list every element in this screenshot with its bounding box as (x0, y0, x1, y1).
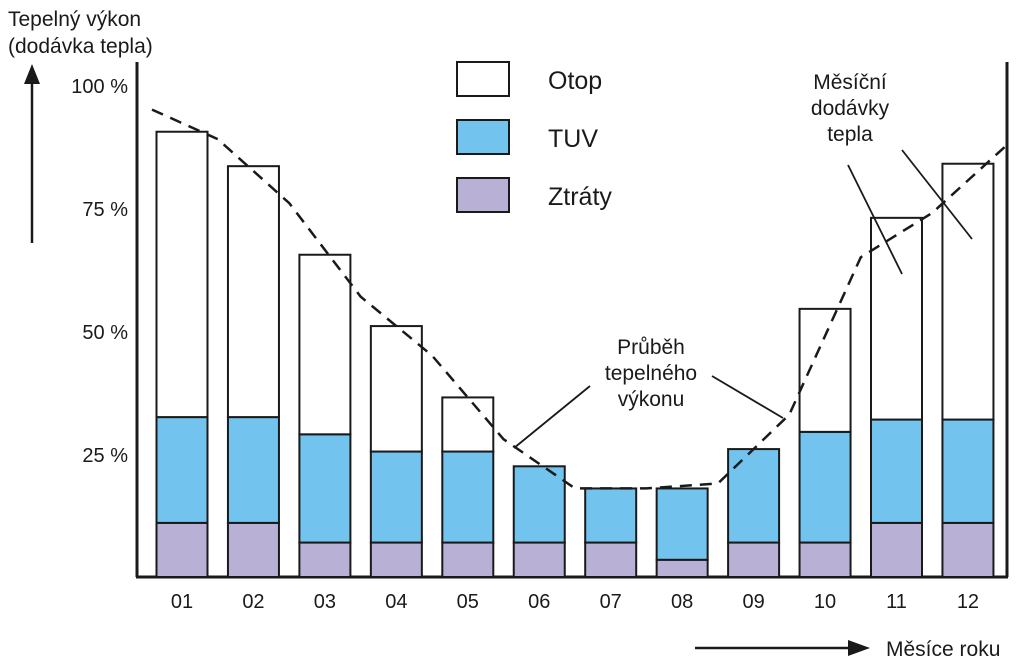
bars (155, 130, 995, 579)
x-tick-label: 10 (814, 591, 836, 613)
y-tick-labels: 25 % 50 % 75 % 100 % (71, 76, 128, 467)
x-tick-label: 04 (385, 591, 407, 613)
annotation-monthly-line1: Měsíční (813, 71, 887, 94)
bar-segment-tuv-10 (798, 430, 852, 544)
bar-segment-tuv-09 (727, 448, 781, 544)
annotation-monthly-pointer-12 (901, 149, 973, 240)
x-tick-label: 06 (528, 591, 550, 613)
x-tick-label: 12 (957, 591, 979, 613)
annotation-trend-pointer-right (711, 375, 784, 419)
bar-segment-ztráty-11 (870, 521, 923, 579)
y-tick-label: 100 % (71, 76, 128, 98)
annotation-trend-line3: výkonu (618, 388, 685, 411)
bar-segment-otop-10 (798, 307, 852, 433)
bar-segment-ztráty-01 (155, 521, 209, 579)
annotation-trend-line1: Průběh (617, 336, 685, 359)
bar-segment-tuv-01 (155, 416, 209, 524)
bar-segment-otop-12 (941, 162, 995, 421)
x-axis-label: Měsíce roku (886, 638, 1000, 661)
x-tick-label: 07 (600, 591, 622, 613)
bar-segment-ztráty-12 (941, 521, 995, 579)
legend-swatch-otop (456, 61, 510, 97)
bar-segment-tuv-07 (584, 487, 638, 544)
trend-line-layer (151, 108, 1009, 490)
bar-segment-otop-05 (441, 396, 495, 453)
bar-segment-otop-02 (226, 165, 280, 419)
bar-segment-ztráty-08 (655, 558, 709, 579)
annotation-trend: Průběh tepelného výkonu (513, 336, 784, 449)
bar-segment-ztráty-07 (584, 541, 638, 578)
legend-swatch-ztráty (456, 177, 510, 213)
bar-segment-ztráty-04 (369, 541, 423, 578)
x-tick-labels: 01 02 03 04 05 06 07 08 09 10 11 12 (171, 591, 979, 613)
bar-segment-tuv-04 (369, 450, 423, 544)
legend-label-otop: Otop (548, 67, 602, 95)
y-tick-label: 50 % (82, 322, 128, 344)
x-axis-arrowhead (848, 640, 870, 656)
annotation-monthly: Měsíční dodávky tepla (811, 71, 973, 275)
annotation-monthly-line2: dodávky (811, 97, 890, 120)
bar-segment-tuv-06 (512, 465, 566, 544)
bar-segment-tuv-08 (655, 487, 709, 561)
legend-swatch-tuv (456, 119, 510, 155)
legend-label-tuv: TUV (548, 125, 598, 153)
bar-segment-tuv-02 (226, 416, 280, 524)
bar-segment-ztráty-05 (441, 541, 495, 578)
y-axis-arrowhead (24, 64, 40, 84)
x-tick-label: 05 (457, 591, 479, 613)
bar-segment-ztráty-03 (298, 541, 352, 578)
legend: Otop TUV Ztráty (456, 61, 612, 213)
x-tick-label: 01 (171, 591, 193, 613)
x-tick-label: 02 (242, 591, 264, 613)
y-axis-label-line2: (dodávka tepla) (8, 35, 153, 58)
x-tick-label: 11 (886, 591, 907, 613)
bar-segment-ztráty-09 (727, 541, 781, 578)
y-axis-label-line1: Tepelný výkon (8, 8, 141, 31)
y-tick-label: 75 % (82, 199, 128, 221)
annotation-trend-pointer-left (513, 385, 591, 449)
x-tick-label: 09 (742, 591, 764, 613)
annotation-monthly-line3: tepla (827, 123, 873, 146)
x-tick-label: 03 (314, 591, 336, 613)
bar-segment-otop-04 (369, 325, 423, 453)
legend-label-ztráty: Ztráty (548, 183, 612, 211)
bar-segment-tuv-12 (941, 418, 995, 524)
x-tick-label: 08 (671, 591, 693, 613)
bar-segment-ztráty-10 (798, 541, 852, 578)
y-tick-label: 25 % (82, 445, 128, 467)
annotation-monthly-pointer-11 (847, 164, 903, 275)
bar-segment-tuv-05 (441, 450, 495, 544)
bar-segment-otop-03 (298, 253, 352, 436)
trend-line (151, 108, 1009, 490)
bar-segment-otop-11 (870, 216, 923, 421)
bar-segment-tuv-03 (298, 433, 352, 544)
bar-segment-ztráty-02 (226, 521, 280, 579)
annotation-trend-line2: tepelného (605, 362, 697, 385)
bar-segment-ztráty-06 (512, 541, 566, 578)
bar-segment-otop-01 (155, 130, 209, 419)
bar-segment-tuv-11 (870, 418, 923, 524)
